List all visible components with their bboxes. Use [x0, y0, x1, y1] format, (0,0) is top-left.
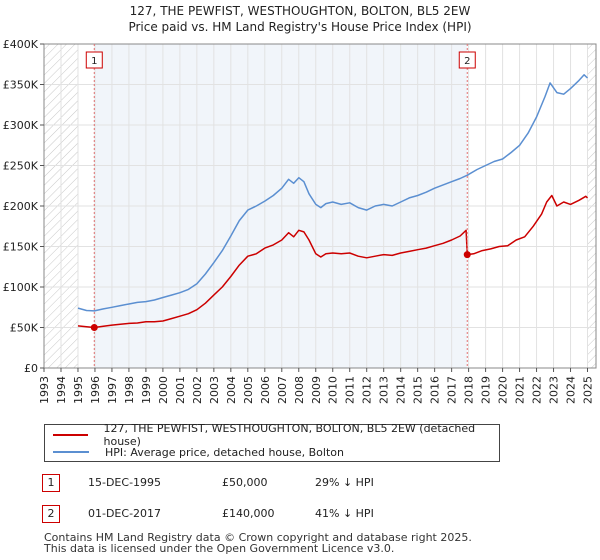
x-tick-label: 2001: [174, 376, 187, 404]
transaction-number: 1: [42, 474, 60, 492]
y-tick-label: £350K: [3, 79, 39, 92]
x-tick-label: 2003: [208, 376, 221, 404]
x-tick-label: 2017: [446, 376, 459, 404]
x-tick-label: 2014: [395, 376, 408, 404]
x-tick-label: 2016: [429, 376, 442, 404]
chart-title: 127, THE PEWFIST, WESTHOUGHTON, BOLTON, …: [130, 4, 471, 18]
transaction-number: 2: [42, 505, 60, 523]
y-tick-label: £200K: [3, 200, 39, 213]
x-tick-label: 2022: [531, 376, 544, 404]
legend-item-hpi: HPI: Average price, detached house, Bolt…: [53, 444, 344, 460]
x-tick-label: 1998: [123, 376, 136, 404]
x-tick-label: 2024: [565, 376, 578, 404]
sale-marker-label: 2: [464, 56, 470, 67]
x-tick-label: 2000: [157, 376, 170, 404]
sale-point: [463, 251, 471, 259]
x-tick-label: 1996: [89, 376, 102, 404]
x-tick-label: 2013: [378, 376, 391, 404]
x-tick-label: 2011: [344, 376, 357, 404]
legend-label-hpi: HPI: Average price, detached house, Bolt…: [105, 445, 344, 459]
transaction-price: £140,000: [222, 507, 275, 520]
price-chart: 127, THE PEWFIST, WESTHOUGHTON, BOLTON, …: [3, 4, 597, 404]
hpi-line: [77, 74, 589, 312]
y-tick-label: £0: [24, 362, 38, 375]
x-tick-label: 2015: [412, 376, 425, 404]
y-tick-label: £250K: [3, 160, 39, 173]
x-tick-label: 2002: [191, 376, 204, 404]
x-tick-label: 2012: [361, 376, 374, 404]
x-tick-label: 2007: [276, 376, 289, 404]
x-tick-label: 2019: [480, 376, 493, 404]
transaction-hpi-diff: 41% ↓ HPI: [315, 507, 374, 520]
property-line: [77, 194, 589, 329]
transaction-row: 2 01-DEC-2017 £140,000 41% ↓ HPI: [0, 505, 600, 525]
x-tick-label: 2006: [259, 376, 272, 404]
sale-point: [90, 324, 98, 331]
y-tick-label: £100K: [3, 281, 39, 294]
x-tick-label: 2009: [310, 376, 323, 404]
y-tick-label: £150K: [3, 241, 39, 254]
y-tick-label: £300K: [3, 119, 39, 132]
x-tick-label: 1994: [55, 376, 68, 404]
x-tick-label: 1997: [106, 376, 119, 404]
legend-label-property: 127, THE PEWFIST, WESTHOUGHTON, BOLTON, …: [103, 422, 476, 448]
chart-subtitle: Price paid vs. HM Land Registry's House …: [128, 20, 471, 34]
transaction-price: £50,000: [222, 476, 268, 489]
footer-line-2: This data is licensed under the Open Gov…: [44, 542, 395, 555]
sale-marker-label: 1: [91, 56, 97, 67]
x-tick-label: 2010: [327, 376, 340, 404]
transaction-date: 01-DEC-2017: [88, 507, 162, 520]
transaction-hpi-diff: 29% ↓ HPI: [315, 476, 374, 489]
x-tick-label: 2004: [225, 376, 238, 404]
x-tick-label: 2025: [582, 376, 595, 404]
x-tick-label: 2023: [548, 376, 561, 404]
sale-marker-box: [85, 51, 103, 69]
footer-line-1: Contains HM Land Registry data © Crown c…: [44, 531, 472, 544]
x-tick-label: 1999: [140, 376, 153, 404]
y-tick-label: £50K: [10, 322, 39, 335]
legend: 127, THE PEWFIST, WESTHOUGHTON, BOLTON, …: [44, 422, 500, 462]
y-axis: £0 £50K £100K £150K £200K £250K £300K £350K £400…: [3, 38, 44, 375]
hpi-series: [77, 74, 589, 312]
transaction-date: 15-DEC-1995: [88, 476, 162, 489]
legend-swatch-property: [53, 434, 88, 436]
legend-swatch-hpi: [53, 451, 89, 453]
x-tick-label: 2008: [293, 376, 306, 404]
transaction-row: 1 15-DEC-1995 £50,000 29% ↓ HPI: [0, 474, 600, 494]
sale-marker-box: [458, 51, 476, 69]
x-tick-label: 2021: [514, 376, 527, 404]
x-tick-label: 2005: [242, 376, 255, 404]
x-tick-label: 1993: [38, 376, 51, 404]
footer: Contains HM Land Registry data © Crown c…: [44, 532, 472, 554]
x-tick-label: 2020: [497, 376, 510, 404]
property-series: [77, 194, 589, 329]
x-axis: 1993 1994 1995 1996 1997 1998 1999 2000 2001 2002…: [38, 368, 595, 404]
grid-lines: [43, 43, 597, 369]
x-tick-label: 1995: [72, 376, 85, 404]
y-tick-label: £400K: [3, 38, 39, 51]
x-tick-label: 2018: [463, 376, 476, 404]
legend-item-property: 127, THE PEWFIST, WESTHOUGHTON, BOLTON, …: [53, 422, 499, 448]
